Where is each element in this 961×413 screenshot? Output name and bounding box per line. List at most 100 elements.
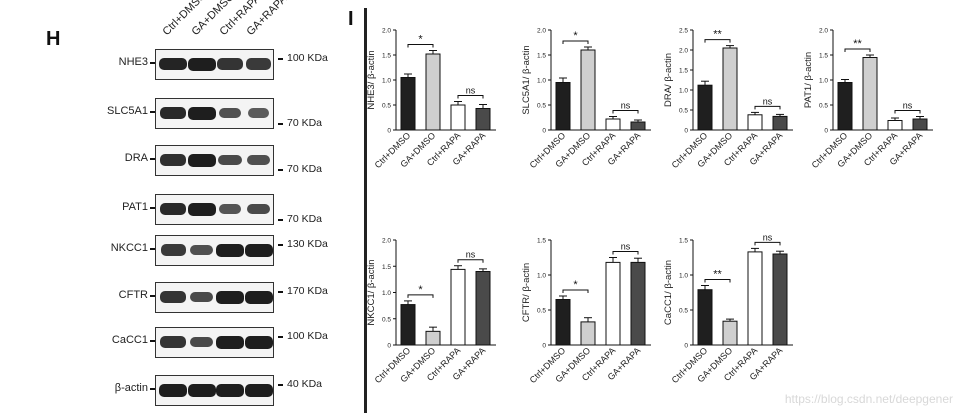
bar bbox=[862, 57, 878, 131]
y-tick-label: 0.5 bbox=[537, 103, 546, 110]
bar bbox=[580, 49, 596, 131]
y-tick-label: 2.0 bbox=[382, 28, 391, 35]
bar bbox=[630, 261, 646, 346]
protein-label: PAT1 bbox=[76, 201, 155, 213]
bar bbox=[450, 104, 466, 131]
protein-band bbox=[217, 58, 243, 70]
y-tick-label: 2.0 bbox=[819, 28, 828, 35]
mw-marker-tick bbox=[278, 244, 283, 246]
bar bbox=[450, 268, 466, 346]
significance-bracket bbox=[457, 95, 484, 99]
significance-bracket bbox=[844, 48, 871, 52]
bar bbox=[837, 82, 853, 131]
protein-label: CaCC1 bbox=[76, 334, 155, 346]
significance-label: * bbox=[573, 30, 578, 42]
protein-band bbox=[189, 291, 214, 303]
protein-band bbox=[244, 290, 273, 304]
blot-image bbox=[155, 98, 274, 129]
bar bbox=[555, 82, 571, 131]
significance-bracket bbox=[457, 259, 484, 263]
mw-marker-tick bbox=[278, 169, 283, 171]
molecular-weight-label: 100 KDa bbox=[287, 330, 328, 342]
bar bbox=[912, 118, 928, 131]
significance-bracket bbox=[562, 289, 589, 293]
y-tick-label: 1.0 bbox=[679, 88, 688, 95]
y-tick-label: 1.5 bbox=[679, 68, 688, 75]
molecular-weight-label: 170 KDa bbox=[287, 285, 328, 297]
significance-bracket bbox=[754, 105, 781, 110]
y-tick-label: 0 bbox=[387, 128, 391, 135]
significance-label: * bbox=[418, 284, 423, 296]
mw-marker-tick bbox=[278, 336, 283, 338]
y-tick-label: 1.5 bbox=[679, 238, 688, 245]
protein-band bbox=[219, 204, 241, 214]
mw-marker-tick bbox=[278, 58, 283, 60]
significance-label: ns bbox=[621, 101, 631, 111]
mw-marker-tick bbox=[278, 384, 283, 386]
significance-bracket bbox=[704, 279, 731, 283]
y-tick-label: 0.5 bbox=[382, 316, 391, 323]
protein-band bbox=[160, 336, 186, 348]
protein-band bbox=[247, 108, 270, 118]
y-tick-label: 0 bbox=[824, 128, 828, 135]
bar bbox=[555, 299, 571, 346]
y-tick-label: 2.0 bbox=[679, 48, 688, 55]
mw-marker-tick bbox=[278, 123, 283, 125]
y-tick-label: 0 bbox=[684, 343, 688, 350]
molecular-weight-label: 100 KDa bbox=[287, 52, 328, 64]
protein-label: SLC5A1 bbox=[76, 105, 155, 117]
significance-label: * bbox=[573, 279, 578, 291]
y-tick-label: 1.5 bbox=[537, 238, 546, 245]
bar bbox=[605, 118, 621, 131]
y-tick-label: 1.0 bbox=[382, 290, 391, 297]
blot-image bbox=[155, 145, 274, 176]
protein-band bbox=[159, 153, 187, 167]
molecular-weight-label: 70 KDa bbox=[287, 117, 323, 129]
protein-band bbox=[244, 383, 273, 397]
bar bbox=[697, 84, 713, 131]
y-tick-label: 0 bbox=[684, 128, 688, 135]
significance-label: ns bbox=[466, 86, 476, 96]
significance-bracket bbox=[754, 241, 781, 246]
protein-label: β-actin bbox=[76, 382, 155, 394]
y-tick-label: 0.5 bbox=[819, 103, 828, 110]
bar bbox=[887, 120, 903, 131]
y-tick-label: 0 bbox=[387, 343, 391, 350]
protein-label: NHE3 bbox=[76, 56, 155, 68]
bar bbox=[425, 53, 441, 131]
y-axis-label: NKCC1/ β-actin bbox=[366, 259, 377, 325]
protein-band bbox=[216, 290, 244, 304]
bar bbox=[475, 271, 491, 346]
protein-label: CFTR bbox=[76, 289, 155, 301]
bar bbox=[722, 47, 738, 131]
significance-bracket bbox=[562, 40, 589, 44]
molecular-weight-label: 70 KDa bbox=[287, 163, 323, 175]
protein-band bbox=[218, 154, 242, 166]
blot-image bbox=[155, 375, 274, 406]
panel-divider bbox=[364, 8, 367, 413]
significance-bracket bbox=[704, 39, 731, 43]
y-tick-label: 1.0 bbox=[819, 78, 828, 85]
protein-band bbox=[244, 335, 273, 349]
bar bbox=[772, 115, 788, 131]
protein-band bbox=[216, 335, 244, 349]
bar bbox=[400, 304, 416, 346]
protein-band bbox=[218, 107, 242, 119]
bar bbox=[747, 114, 763, 131]
protein-band bbox=[246, 203, 271, 215]
bar bbox=[425, 330, 441, 346]
y-tick-label: 0.5 bbox=[679, 108, 688, 115]
y-tick-label: 1.0 bbox=[537, 78, 546, 85]
blot-image bbox=[155, 49, 274, 80]
protein-label: NKCC1 bbox=[76, 242, 155, 254]
protein-band bbox=[159, 202, 187, 216]
significance-label: ns bbox=[763, 232, 773, 242]
panel-i-letter: I bbox=[348, 8, 354, 30]
significance-bracket bbox=[407, 44, 434, 48]
protein-band bbox=[160, 244, 186, 256]
bar bbox=[475, 108, 491, 131]
protein-band bbox=[159, 57, 187, 71]
bar bbox=[630, 121, 646, 131]
protein-band bbox=[159, 106, 187, 120]
